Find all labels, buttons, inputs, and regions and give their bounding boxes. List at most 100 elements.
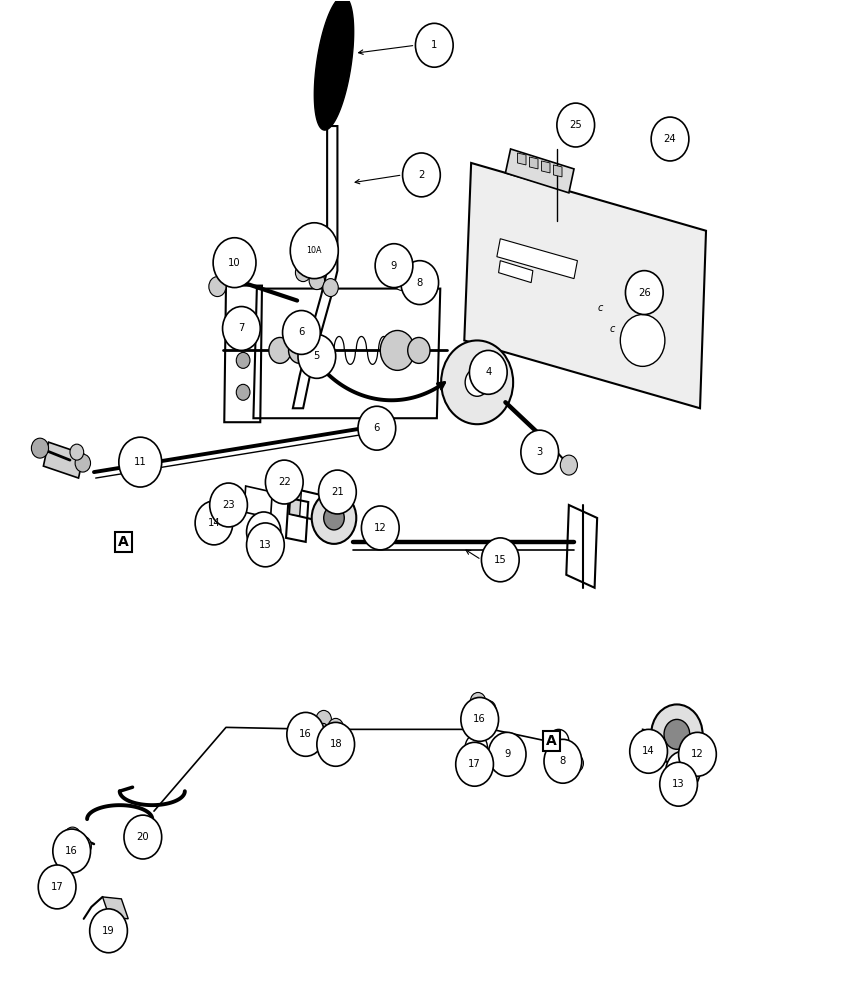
Polygon shape bbox=[293, 126, 337, 408]
Circle shape bbox=[620, 315, 665, 366]
Circle shape bbox=[296, 264, 310, 282]
Circle shape bbox=[316, 722, 354, 766]
Circle shape bbox=[237, 352, 250, 368]
Circle shape bbox=[283, 311, 320, 354]
Circle shape bbox=[380, 330, 415, 370]
Text: 7: 7 bbox=[238, 323, 244, 333]
Text: 16: 16 bbox=[65, 846, 78, 856]
Circle shape bbox=[401, 261, 439, 305]
Polygon shape bbox=[102, 897, 128, 919]
Text: 9: 9 bbox=[390, 261, 397, 271]
Circle shape bbox=[392, 267, 413, 291]
Circle shape bbox=[316, 710, 331, 728]
Circle shape bbox=[223, 307, 261, 350]
Text: 3: 3 bbox=[537, 447, 543, 457]
Text: 8: 8 bbox=[416, 278, 423, 288]
Text: 16: 16 bbox=[299, 729, 312, 739]
Circle shape bbox=[322, 279, 338, 297]
Text: 16: 16 bbox=[473, 714, 486, 724]
Circle shape bbox=[630, 729, 667, 773]
Circle shape bbox=[651, 117, 689, 161]
Polygon shape bbox=[518, 153, 526, 165]
Circle shape bbox=[544, 739, 581, 783]
Circle shape bbox=[237, 311, 250, 326]
Circle shape bbox=[283, 470, 299, 490]
Circle shape bbox=[465, 368, 489, 396]
Circle shape bbox=[237, 384, 250, 400]
Text: 17: 17 bbox=[51, 882, 64, 892]
Text: 23: 23 bbox=[222, 500, 235, 510]
Circle shape bbox=[70, 444, 83, 460]
Circle shape bbox=[64, 827, 81, 847]
Circle shape bbox=[361, 506, 399, 550]
Circle shape bbox=[89, 909, 127, 953]
Circle shape bbox=[408, 337, 430, 363]
Text: A: A bbox=[118, 535, 128, 549]
Circle shape bbox=[291, 223, 338, 279]
Circle shape bbox=[75, 454, 90, 472]
Text: 21: 21 bbox=[331, 487, 344, 497]
Text: 26: 26 bbox=[638, 288, 651, 298]
Circle shape bbox=[32, 438, 48, 458]
Circle shape bbox=[358, 406, 396, 450]
Text: 10A: 10A bbox=[306, 246, 322, 255]
Circle shape bbox=[119, 437, 162, 487]
Text: 1: 1 bbox=[431, 40, 438, 50]
Text: 13: 13 bbox=[673, 779, 685, 789]
Text: 4: 4 bbox=[485, 367, 491, 377]
Circle shape bbox=[666, 751, 700, 791]
Text: 17: 17 bbox=[468, 759, 481, 769]
Circle shape bbox=[481, 700, 496, 718]
Circle shape bbox=[561, 455, 577, 475]
Circle shape bbox=[269, 337, 292, 363]
Text: 11: 11 bbox=[134, 457, 147, 467]
Circle shape bbox=[298, 334, 335, 378]
Polygon shape bbox=[554, 165, 562, 177]
Circle shape bbox=[247, 523, 285, 567]
Circle shape bbox=[195, 501, 233, 545]
Text: 13: 13 bbox=[259, 540, 272, 550]
Text: 14: 14 bbox=[642, 746, 655, 756]
Circle shape bbox=[309, 272, 324, 290]
Circle shape bbox=[52, 829, 90, 873]
Polygon shape bbox=[314, 0, 353, 130]
Text: 2: 2 bbox=[418, 170, 425, 180]
Circle shape bbox=[311, 492, 356, 544]
Circle shape bbox=[664, 719, 690, 749]
Text: 8: 8 bbox=[560, 756, 566, 766]
Circle shape bbox=[456, 742, 494, 786]
Circle shape bbox=[366, 416, 387, 440]
Circle shape bbox=[124, 815, 162, 859]
Text: 10: 10 bbox=[228, 258, 241, 268]
Circle shape bbox=[568, 754, 583, 772]
Text: 20: 20 bbox=[137, 832, 149, 842]
Circle shape bbox=[558, 745, 573, 763]
Text: c: c bbox=[597, 303, 603, 313]
Text: 24: 24 bbox=[664, 134, 676, 144]
Polygon shape bbox=[43, 442, 83, 478]
Circle shape bbox=[415, 23, 453, 67]
Text: 18: 18 bbox=[329, 739, 342, 749]
Text: 19: 19 bbox=[102, 926, 115, 936]
Circle shape bbox=[441, 340, 513, 424]
Text: 6: 6 bbox=[298, 327, 304, 337]
Polygon shape bbox=[506, 149, 574, 193]
Text: c: c bbox=[610, 324, 616, 334]
Circle shape bbox=[413, 279, 430, 299]
Circle shape bbox=[557, 103, 594, 147]
Polygon shape bbox=[464, 163, 706, 408]
Circle shape bbox=[465, 734, 488, 760]
Circle shape bbox=[651, 704, 703, 764]
Circle shape bbox=[470, 692, 486, 710]
Text: 25: 25 bbox=[569, 120, 582, 130]
Text: 5: 5 bbox=[314, 351, 320, 361]
Circle shape bbox=[470, 350, 507, 394]
Polygon shape bbox=[542, 161, 550, 173]
Text: 14: 14 bbox=[207, 518, 220, 528]
Text: 12: 12 bbox=[374, 523, 387, 533]
Circle shape bbox=[549, 729, 568, 753]
Circle shape bbox=[209, 277, 226, 297]
Circle shape bbox=[247, 512, 281, 552]
Text: A: A bbox=[546, 734, 557, 748]
Text: 15: 15 bbox=[494, 555, 507, 565]
